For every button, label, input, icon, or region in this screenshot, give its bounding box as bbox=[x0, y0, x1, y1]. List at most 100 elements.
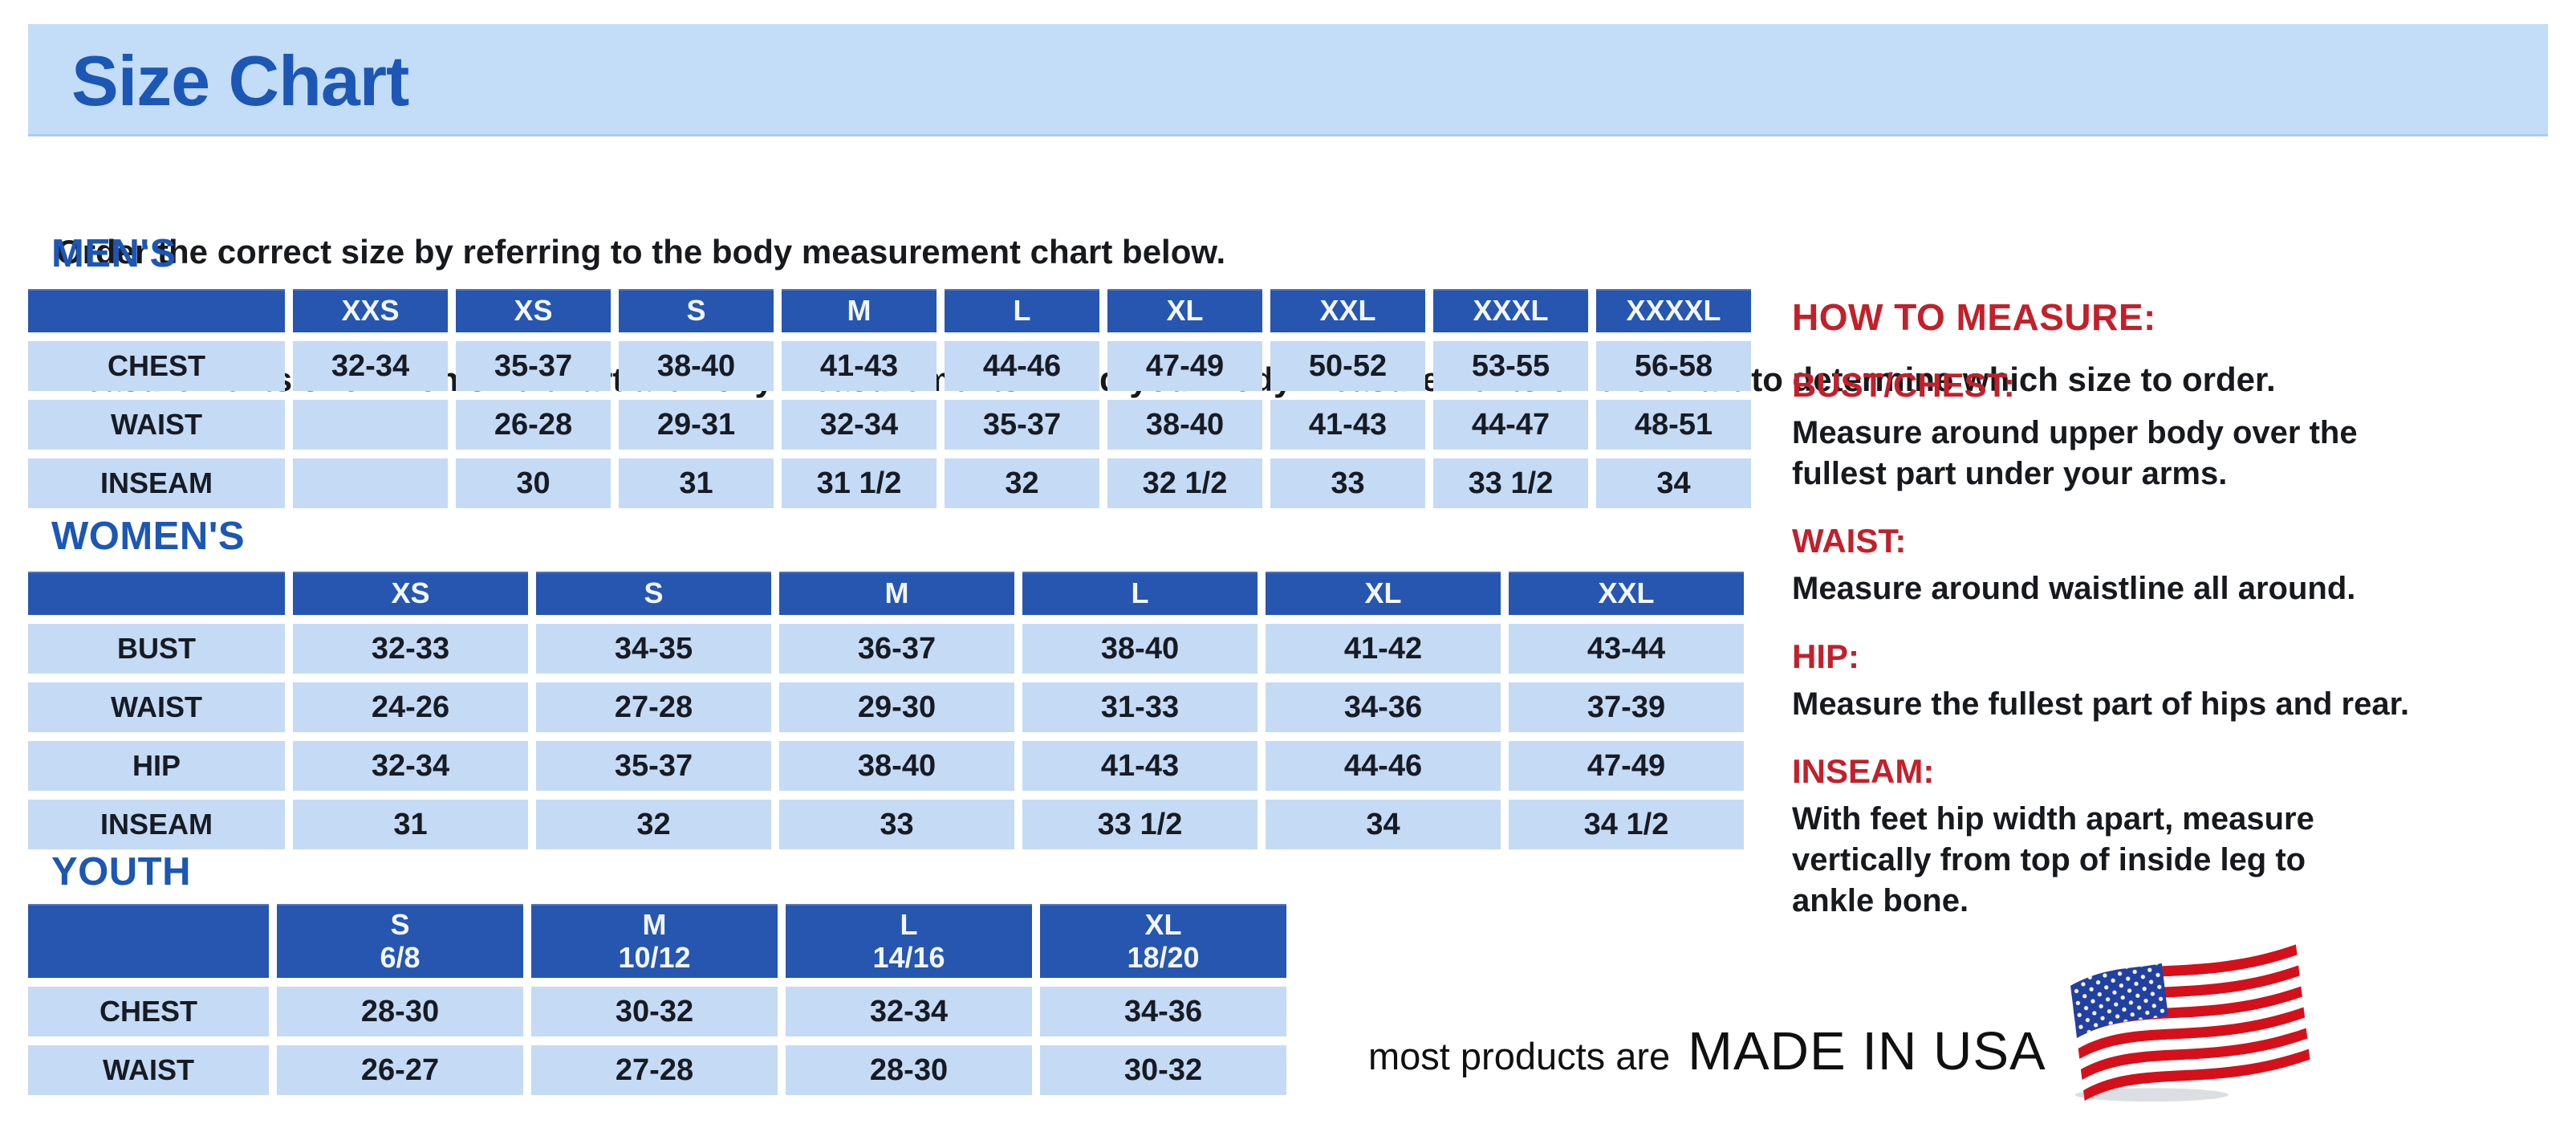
size-column-header: XL 18/20 bbox=[1040, 904, 1286, 978]
made-in-usa-text: MADE IN USA bbox=[1688, 1021, 2046, 1081]
size-column-header: XL bbox=[1107, 289, 1262, 332]
size-value-cell: 48-51 bbox=[1596, 400, 1751, 450]
measure-term-bust-chest: BUST/CHEST: bbox=[1792, 366, 2015, 404]
youth-size-table: S 6/8 M 10/12 L 14/16 XL 18/20 CHEST 28-30 30-… bbox=[28, 904, 1286, 1095]
size-column-header: XS bbox=[293, 572, 528, 615]
size-value-cell: 27-28 bbox=[536, 682, 771, 732]
size-column-header: S bbox=[619, 289, 774, 332]
size-column-header: M bbox=[782, 289, 937, 332]
size-value-cell bbox=[293, 400, 448, 450]
size-column-header: S 6/8 bbox=[277, 904, 523, 978]
size-column-header: M 10/12 bbox=[531, 904, 778, 978]
size-value-cell: 35-37 bbox=[945, 400, 1099, 450]
size-column-header: XXL bbox=[1509, 572, 1744, 615]
size-value-cell: 26-27 bbox=[277, 1045, 523, 1095]
how-to-measure-panel: HOW TO MEASURE: BUST/CHEST: Measure arou… bbox=[1792, 295, 2566, 922]
womens-size-table: XS S M L XL XXL BUST 32-33 34-35 36-37 38-40 41-42 4… bbox=[28, 572, 1744, 849]
size-value-cell: 41-43 bbox=[782, 341, 937, 391]
size-value-cell: 47-49 bbox=[1107, 341, 1262, 391]
size-value-cell: 32-34 bbox=[293, 741, 528, 791]
size-value-cell: 44-46 bbox=[945, 341, 1099, 391]
row-label-cell: CHEST bbox=[28, 987, 269, 1036]
table-corner-cell bbox=[28, 572, 285, 615]
how-to-measure-heading: HOW TO MEASURE: bbox=[1792, 296, 2156, 338]
made-in-usa-line: most products are MADE IN USA bbox=[1368, 1020, 2046, 1082]
size-value-cell: 56-58 bbox=[1596, 341, 1751, 391]
size-column-header: XXXXL bbox=[1596, 289, 1751, 332]
size-value-cell: 32 1/2 bbox=[1107, 458, 1262, 508]
row-label-cell: BUST bbox=[28, 624, 285, 674]
size-value-cell: 38-40 bbox=[779, 741, 1014, 791]
size-value-cell: 28-30 bbox=[277, 987, 523, 1036]
row-label-cell: WAIST bbox=[28, 1045, 269, 1095]
row-label-cell: CHEST bbox=[28, 341, 285, 391]
size-value-cell: 38-40 bbox=[619, 341, 774, 391]
intro-line-1: Order the correct size by referring to t… bbox=[56, 232, 1226, 271]
us-flag-icon bbox=[2070, 944, 2310, 1102]
size-value-cell: 28-30 bbox=[786, 1045, 1032, 1095]
size-value-cell: 30-32 bbox=[1040, 1045, 1286, 1095]
size-value-cell: 43-44 bbox=[1509, 624, 1744, 674]
size-value-cell: 32-34 bbox=[782, 400, 937, 450]
size-column-header: S bbox=[536, 572, 771, 615]
size-column-header: L 14/16 bbox=[786, 904, 1032, 978]
row-label-cell: WAIST bbox=[28, 400, 285, 450]
womens-heading: WOMEN'S bbox=[51, 515, 246, 558]
flag-shadow bbox=[2074, 1088, 2229, 1102]
made-in-usa-prefix: most products are bbox=[1368, 1035, 1671, 1077]
measure-term-inseam: INSEAM: bbox=[1792, 751, 1935, 790]
size-value-cell: 32 bbox=[536, 800, 771, 849]
size-column-header: XXS bbox=[293, 289, 448, 332]
size-value-cell: 26-28 bbox=[456, 400, 611, 450]
measure-text-bust-chest: Measure around upper body over the fulle… bbox=[1792, 415, 2358, 492]
size-column-header: L bbox=[1022, 572, 1258, 615]
made-in-usa-strip: most products are MADE IN USA bbox=[1368, 939, 2311, 1107]
size-value-cell: 31 bbox=[619, 458, 774, 508]
size-column-header: XXL bbox=[1270, 289, 1425, 332]
size-value-cell: 35-37 bbox=[536, 741, 771, 791]
size-column-header: XL bbox=[1266, 572, 1501, 615]
size-value-cell: 33 1/2 bbox=[1022, 800, 1258, 849]
size-value-cell: 36-37 bbox=[779, 624, 1014, 674]
size-value-cell: 31 1/2 bbox=[782, 458, 937, 508]
size-value-cell: 34 1/2 bbox=[1509, 800, 1744, 849]
size-value-cell: 32-33 bbox=[293, 624, 528, 674]
size-value-cell: 41-43 bbox=[1270, 400, 1425, 450]
size-value-cell: 29-30 bbox=[779, 682, 1014, 732]
row-label-cell: INSEAM bbox=[28, 800, 285, 849]
size-value-cell bbox=[293, 458, 448, 508]
mens-heading: MEN'S bbox=[51, 232, 177, 275]
size-value-cell: 31 bbox=[293, 800, 528, 849]
size-value-cell: 35-37 bbox=[456, 341, 611, 391]
flag-graphic bbox=[2070, 944, 2310, 1101]
size-value-cell: 44-47 bbox=[1433, 400, 1588, 450]
size-value-cell: 32-34 bbox=[293, 341, 448, 391]
youth-heading: YOUTH bbox=[51, 850, 191, 894]
page-title: Size Chart bbox=[71, 41, 409, 120]
size-value-cell: 32 bbox=[945, 458, 1099, 508]
size-column-header: L bbox=[945, 289, 1099, 332]
size-value-cell: 44-46 bbox=[1266, 741, 1501, 791]
size-value-cell: 30 bbox=[456, 458, 611, 508]
size-value-cell: 34-36 bbox=[1040, 987, 1286, 1036]
row-label-cell: INSEAM bbox=[28, 458, 285, 508]
table-corner-cell bbox=[28, 289, 285, 332]
title-banner: Size Chart bbox=[28, 24, 2548, 136]
size-value-cell: 34 bbox=[1596, 458, 1751, 508]
size-value-cell: 50-52 bbox=[1270, 341, 1425, 391]
size-value-cell: 37-39 bbox=[1509, 682, 1744, 732]
size-value-cell: 33 bbox=[1270, 458, 1425, 508]
size-value-cell: 34-36 bbox=[1266, 682, 1501, 732]
size-value-cell: 38-40 bbox=[1022, 624, 1258, 674]
size-column-header: M bbox=[779, 572, 1014, 615]
size-value-cell: 34-35 bbox=[536, 624, 771, 674]
table-corner-cell bbox=[28, 904, 269, 978]
measure-text-inseam: With feet hip width apart, measure verti… bbox=[1792, 800, 2314, 919]
size-value-cell: 31-33 bbox=[1022, 682, 1258, 732]
size-value-cell: 41-43 bbox=[1022, 741, 1258, 791]
size-value-cell: 33 1/2 bbox=[1433, 458, 1588, 508]
measure-text-waist: Measure around waistline all around. bbox=[1792, 571, 2356, 607]
size-value-cell: 29-31 bbox=[619, 400, 774, 450]
row-label-cell: WAIST bbox=[28, 682, 285, 732]
